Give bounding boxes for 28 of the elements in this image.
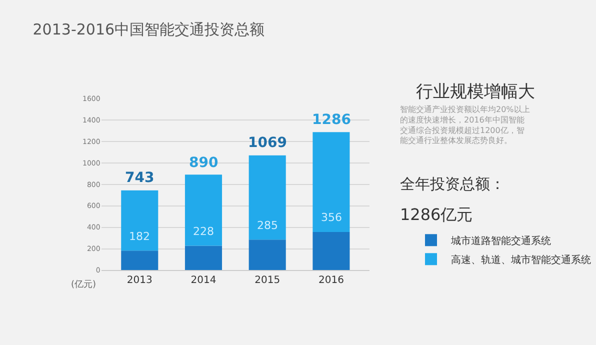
bar xyxy=(248,240,286,270)
text: 全年投资总额： xyxy=(400,175,505,193)
text: 智能交通产业投资额以年均20%以上的速度快速增长，2016年中国智能交通综合投资规模超过1200亿，智能交通行业整体发展态势良好。 xyxy=(400,105,530,146)
chart-title: 2013-2016中国智能交通投资总额 xyxy=(32,20,265,39)
data-label: 285 xyxy=(257,219,278,232)
data-label: 182 xyxy=(129,230,150,243)
total-label: 743 xyxy=(125,170,154,186)
x-tick-label: 2016 xyxy=(318,275,344,286)
legend-label: 城市道路智能交通系统 xyxy=(450,235,551,247)
bar xyxy=(312,232,350,270)
data-label: 356 xyxy=(321,211,342,224)
text: 1286亿元 xyxy=(400,205,473,224)
legend-label: 高速、轨道、城市智能交通系统 xyxy=(451,254,591,266)
total-label: 890 xyxy=(189,155,218,171)
bar xyxy=(184,246,222,270)
x-tick-label: 2015 xyxy=(254,275,280,286)
total-label: 1069 xyxy=(248,135,287,151)
bar xyxy=(121,190,158,251)
data-label: 228 xyxy=(193,225,214,238)
bar xyxy=(184,174,222,246)
total-label: 1286 xyxy=(312,112,351,128)
y-axis-title: (亿元) xyxy=(71,279,96,290)
bar xyxy=(248,155,286,240)
x-tick-label: 2013 xyxy=(126,275,152,286)
x-tick-label: 2014 xyxy=(190,275,216,286)
bar xyxy=(312,132,350,232)
bar xyxy=(121,250,158,270)
text: 行业规模增幅大 xyxy=(416,82,535,102)
